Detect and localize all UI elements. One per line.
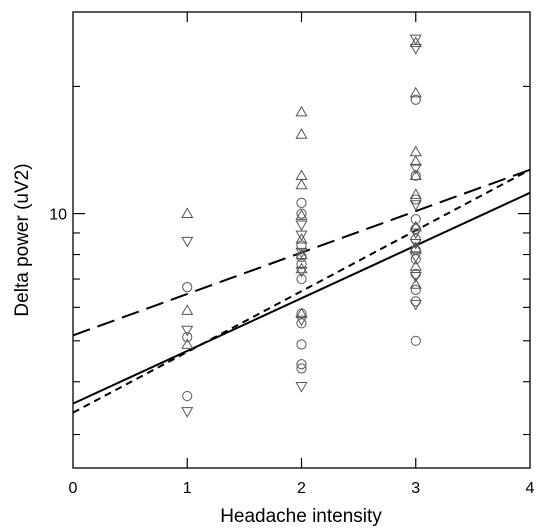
circle-marker (410, 335, 421, 346)
circle-marker (182, 390, 193, 402)
circle-marker (296, 273, 307, 285)
circle-marker (410, 254, 421, 265)
data-points (181, 34, 422, 418)
circle-marker (296, 197, 307, 209)
triangle-down-marker (409, 299, 422, 311)
x-tick-label: 2 (297, 480, 306, 497)
triangle-down-marker (409, 272, 422, 283)
triangle-up-marker (295, 169, 308, 181)
triangle-up-marker (409, 188, 422, 199)
circle-marker (296, 339, 307, 350)
x-tick-label: 3 (411, 480, 420, 497)
fit-line-short-dash (72, 168, 531, 414)
circle-marker (410, 170, 421, 181)
triangle-down-marker (409, 44, 422, 55)
circle-marker (410, 284, 421, 295)
y-axis-label: Delta power (uV2) (12, 163, 33, 316)
triangle-up-marker (295, 307, 308, 318)
triangle-up-marker (409, 145, 422, 157)
triangle-down-marker (409, 239, 422, 250)
x-tick-label: 1 (183, 480, 192, 497)
triangle-up-marker (295, 232, 308, 244)
circle-marker (296, 258, 307, 270)
tick-labels: 0 1 2 3 4 10 (49, 207, 534, 497)
triangle-up-marker (409, 278, 422, 289)
circle-marker (410, 194, 421, 205)
triangle-down-marker (409, 252, 422, 264)
circle-marker (410, 214, 421, 225)
fit-lines (72, 168, 531, 414)
circle-marker (182, 281, 193, 293)
triangle-up-marker (181, 338, 194, 349)
triangle-up-marker (409, 155, 422, 166)
triangle-down-marker (295, 381, 308, 393)
triangle-down-marker (409, 163, 422, 175)
y-tick-label: 10 (49, 207, 67, 224)
circle-marker (296, 363, 307, 374)
circle-marker (296, 208, 307, 219)
triangle-down-marker (181, 407, 194, 418)
triangle-up-marker (181, 207, 194, 219)
triangle-up-marker (181, 304, 194, 315)
triangle-up-marker (409, 36, 422, 47)
x-tick-label: 0 (69, 480, 78, 497)
x-axis-label: Headache intensity (220, 506, 382, 527)
circle-marker (296, 251, 307, 262)
fit-line-solid (72, 191, 531, 405)
triangle-down-marker (181, 325, 194, 337)
x-tick-label: 4 (526, 480, 535, 497)
triangle-down-marker (295, 315, 308, 327)
triangle-up-marker (295, 105, 308, 117)
triangle-down-marker (295, 266, 308, 278)
triangle-up-marker (409, 86, 422, 98)
triangle-up-marker (409, 260, 422, 271)
triangle-up-marker (295, 209, 308, 220)
triangle-down-marker (295, 230, 308, 242)
triangle-up-marker (409, 241, 422, 253)
circle-marker (410, 223, 421, 235)
circle-marker (410, 296, 421, 307)
circle-marker (410, 94, 421, 105)
triangle-down-marker (409, 34, 422, 46)
triangle-up-marker (295, 178, 308, 190)
triangle-down-marker (409, 228, 422, 240)
triangle-up-marker (409, 169, 422, 181)
triangle-down-marker (295, 220, 308, 232)
circle-marker (296, 240, 307, 251)
circle-marker (410, 268, 421, 279)
triangle-down-marker (181, 236, 194, 248)
triangle-down-marker (409, 200, 422, 211)
circle-marker (296, 308, 307, 319)
circle-marker (410, 234, 421, 245)
circle-marker (296, 359, 307, 370)
circle-marker (182, 332, 193, 343)
axis-ticks (73, 12, 530, 468)
triangle-up-marker (409, 220, 422, 232)
triangle-up-marker (295, 128, 308, 139)
circle-marker (296, 318, 307, 329)
